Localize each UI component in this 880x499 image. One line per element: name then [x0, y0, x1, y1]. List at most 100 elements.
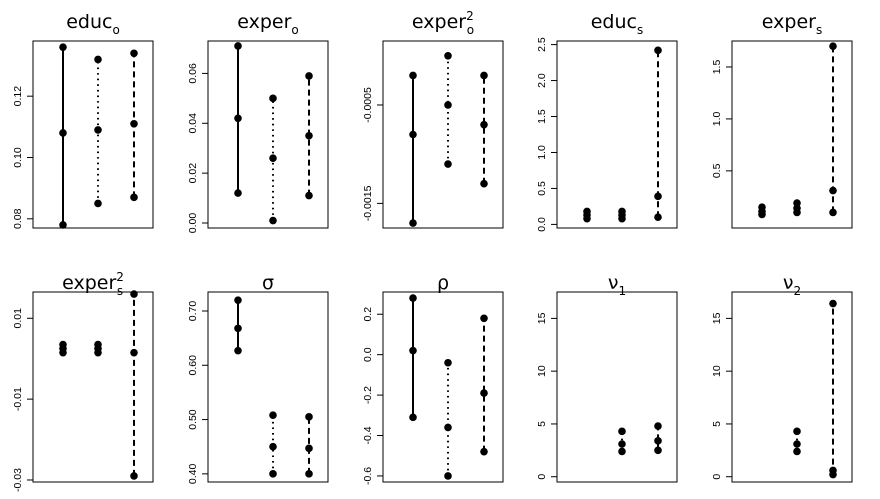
panel-title: ν2	[783, 272, 801, 298]
y-tick-label: 0.06	[187, 63, 199, 84]
point-marker	[234, 296, 242, 304]
y-tick-label: -0.2	[362, 386, 374, 404]
y-tick-label: -0.0015	[362, 185, 374, 221]
panel-title-main: educ	[66, 11, 112, 33]
point-marker	[829, 186, 837, 195]
point-marker	[305, 444, 313, 453]
panel-title: ν1	[608, 272, 626, 298]
point-marker	[409, 294, 417, 302]
y-tick-label: 5	[711, 421, 723, 427]
panel-title-main: exper	[412, 11, 466, 33]
panel-title-superscript: 2	[466, 9, 474, 23]
y-tick-label: 2.5	[536, 37, 548, 52]
point-marker	[130, 193, 138, 202]
point-marker	[305, 470, 313, 478]
point-marker	[654, 446, 662, 455]
panel-title: educo	[66, 11, 120, 37]
y-tick-label: 10	[536, 365, 548, 377]
panel-4: educs 0.0 0.5 1.0 1.5 2.0 2.5	[536, 11, 678, 232]
plot-frame	[556, 40, 678, 229]
point-marker	[269, 216, 277, 225]
point-marker	[59, 43, 67, 51]
point-marker	[654, 192, 662, 201]
point-marker	[409, 71, 417, 80]
point-marker	[234, 189, 242, 197]
panel-title-main: ν	[608, 272, 619, 294]
plot-frame	[32, 40, 154, 229]
panel-7: σ 0.40 0.50 0.60 0.70	[187, 272, 329, 484]
point-marker	[829, 299, 837, 308]
panel-title: educs	[591, 11, 644, 37]
panel-title-subscript: o	[112, 23, 119, 37]
y-tick-label: 0	[711, 474, 723, 480]
point-marker	[618, 427, 626, 436]
point-marker	[130, 119, 138, 128]
panel-title-superscript: 2	[116, 270, 124, 284]
point-marker	[829, 42, 837, 50]
y-tick-label: -0.01	[12, 387, 24, 411]
point-marker	[480, 314, 488, 323]
point-marker	[94, 55, 102, 64]
panel-title-main: exper	[62, 272, 116, 294]
point-marker	[59, 340, 67, 349]
point-marker	[94, 199, 102, 208]
point-marker	[654, 46, 662, 55]
y-tick-label: -0.6	[362, 467, 374, 485]
y-tick-label: 0.02	[187, 163, 199, 184]
point-marker	[444, 101, 452, 109]
panel-6: exper2 s -0.03 -0.01 0.01	[12, 270, 154, 492]
y-tick-label: 5	[536, 421, 548, 427]
panel-2: expero 0.00 0.02 0.04 0.06	[187, 11, 329, 233]
point-marker	[618, 447, 626, 456]
point-marker	[305, 413, 313, 421]
y-tick-label: 0.01	[12, 308, 24, 329]
plot-frame	[556, 291, 678, 483]
point-marker	[234, 42, 242, 50]
y-tick-label: 10	[711, 365, 723, 377]
point-marker	[793, 204, 801, 213]
point-marker	[618, 207, 626, 216]
point-marker	[829, 466, 837, 475]
panel-title-main: ν	[783, 272, 794, 294]
point-marker	[305, 72, 313, 80]
panel-title-main: exper	[762, 11, 816, 33]
y-tick-label: 0.0	[362, 347, 374, 362]
y-tick-label: 0.5	[536, 181, 548, 196]
y-tick-label: -0.03	[12, 468, 24, 492]
panel-title-subscript: s	[637, 23, 643, 37]
point-marker	[305, 131, 313, 140]
y-tick-label: 0.12	[12, 86, 24, 107]
point-marker	[409, 346, 417, 355]
y-tick-label: 0.04	[187, 113, 199, 134]
panel-title-main: ρ	[437, 272, 449, 294]
point-marker	[793, 427, 801, 436]
point-marker	[130, 290, 138, 298]
panel-3: exper2 o -0.0015 -0.0005	[362, 9, 504, 229]
panel-8: ρ -0.6 -0.4 -0.2 0.0 0.2	[362, 272, 504, 485]
panel-title-subscript: 2	[793, 284, 801, 298]
y-tick-label: 2.0	[536, 73, 548, 88]
plot-frame	[207, 291, 329, 483]
plot-frame	[382, 291, 504, 483]
point-marker	[480, 389, 488, 397]
point-marker	[480, 447, 488, 456]
y-tick-label: -0.4	[362, 426, 374, 444]
y-tick-label: 0.70	[187, 301, 199, 322]
panel-title-subscript: 1	[618, 284, 626, 298]
plot-frame	[731, 40, 853, 229]
point-marker	[409, 413, 417, 422]
point-marker	[269, 154, 277, 162]
point-marker	[618, 440, 626, 448]
panel-title-subscript: o	[467, 23, 474, 37]
plot-frame	[382, 40, 504, 229]
panel-title-main: exper	[237, 11, 291, 33]
point-marker	[94, 340, 102, 349]
point-marker	[269, 442, 277, 451]
panel-title-subscript: o	[291, 23, 298, 37]
point-marker	[793, 440, 801, 448]
y-tick-label: 0.10	[12, 147, 24, 168]
plot-frame	[32, 291, 154, 483]
y-tick-label: 15	[711, 312, 723, 324]
point-marker	[444, 472, 452, 480]
